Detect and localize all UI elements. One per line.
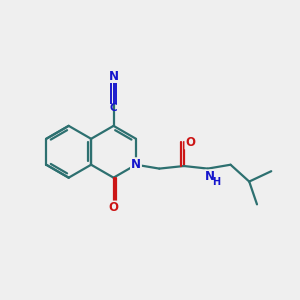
Text: O: O bbox=[109, 202, 118, 214]
Text: N: N bbox=[131, 158, 141, 171]
Text: N: N bbox=[109, 70, 118, 83]
Text: C: C bbox=[110, 103, 117, 113]
Text: O: O bbox=[185, 136, 195, 149]
Text: N: N bbox=[205, 170, 215, 183]
Text: H: H bbox=[212, 177, 221, 187]
